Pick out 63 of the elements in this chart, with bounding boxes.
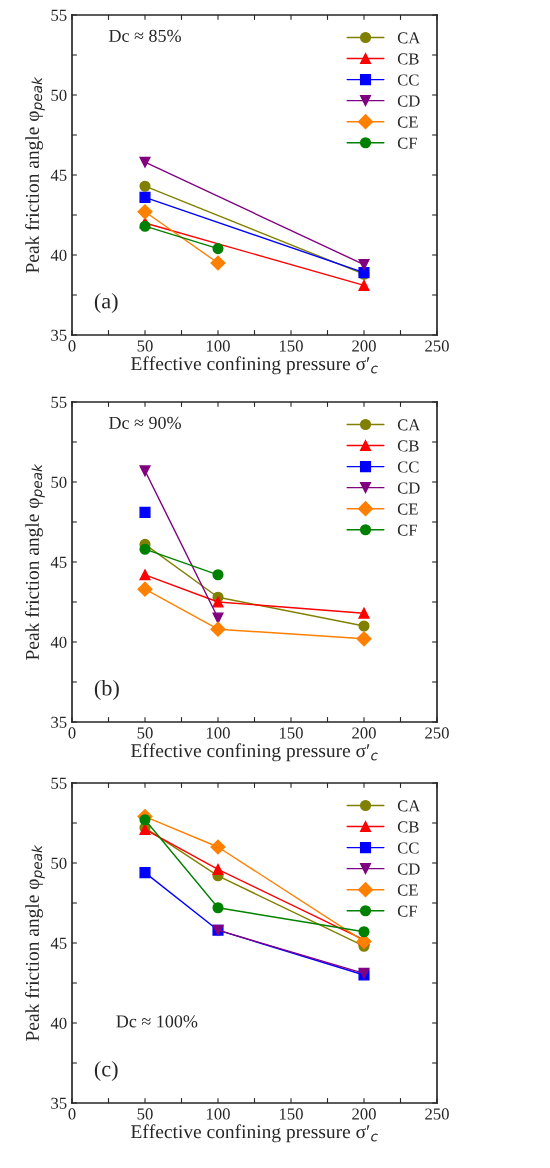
y-tick-label: 35 [51, 1097, 67, 1109]
y-tick-label: 45 [50, 937, 67, 949]
y-axis-title: Peak friction angle φ$_{peak}$ [25, 463, 45, 660]
y-axis-title: Peak friction angle φ$_{peak}$ [25, 844, 45, 1041]
legend-label: CD [397, 95, 420, 107]
x-axis-title: Effective confining pressure σ′$_{c}$ [131, 743, 378, 762]
x-tick-label: 100 [206, 1108, 230, 1120]
legend-label: CC [397, 842, 419, 854]
x-tick-label: 200 [352, 1108, 376, 1120]
annotation: (a) [94, 292, 118, 314]
x-axis-title: Effective confining pressure σ′$_{c}$ [131, 1124, 378, 1143]
legend-label: CF [397, 524, 417, 536]
y-tick-label: 55 [51, 777, 67, 789]
y-tick-label: 45 [50, 556, 67, 568]
y-tick-label: 35 [51, 329, 67, 341]
y-axis-title: Peak friction angle φ$_{peak}$ [25, 76, 45, 273]
y-tick-label: 35 [51, 716, 67, 728]
x-tick-label: 250 [425, 340, 449, 352]
legend-label: CC [397, 74, 419, 86]
x-tick-label: 100 [206, 727, 230, 739]
y-tick-label: 40 [50, 249, 67, 261]
annotation: Dc ≈ 90% [109, 416, 181, 429]
legend-label: CC [397, 461, 419, 473]
x-tick-label: 250 [425, 1108, 449, 1120]
x-tick-label: 200 [352, 340, 376, 352]
legend-label: CB [397, 821, 419, 833]
legend-label: CD [397, 863, 420, 875]
x-tick-label: 100 [206, 340, 230, 352]
legend-label: CE [397, 503, 418, 515]
x-tick-label: 50 [137, 1108, 153, 1120]
x-tick-label: 150 [279, 340, 303, 352]
y-tick-label: 45 [50, 169, 67, 181]
x-tick-label: 250 [425, 727, 449, 739]
legend-label: CD [397, 482, 420, 494]
legend-label: CA [397, 32, 421, 44]
x-tick-label: 150 [279, 727, 303, 739]
x-tick-label: 0 [68, 727, 76, 739]
x-tick-label: 150 [279, 1108, 303, 1120]
annotation: (c) [94, 1060, 118, 1082]
legend-label: CE [397, 116, 418, 128]
x-tick-label: 0 [68, 1108, 76, 1120]
legend-label: CF [397, 905, 417, 917]
legend-label: CB [397, 440, 419, 452]
y-tick-label: 50 [51, 89, 67, 101]
legend-label: CA [397, 419, 421, 431]
y-tick-label: 40 [50, 636, 67, 648]
annotation: (b) [94, 679, 119, 701]
y-tick-label: 55 [51, 396, 67, 408]
legend-label: CB [397, 53, 419, 65]
y-tick-label: 50 [51, 857, 67, 869]
legend-label: CF [397, 137, 417, 149]
y-tick-label: 50 [51, 476, 67, 488]
annotation: Dc ≈ 100% [116, 1015, 198, 1028]
y-tick-label: 40 [50, 1017, 67, 1029]
x-tick-label: 50 [137, 340, 153, 352]
legend-label: CE [397, 884, 418, 896]
x-tick-label: 0 [68, 340, 76, 352]
x-axis-title: Effective confining pressure σ′$_{c}$ [131, 356, 378, 375]
y-tick-label: 55 [51, 9, 67, 21]
x-tick-label: 50 [137, 727, 153, 739]
legend-label: CA [397, 800, 421, 812]
annotation: Dc ≈ 85% [109, 29, 181, 42]
x-tick-label: 200 [352, 727, 376, 739]
